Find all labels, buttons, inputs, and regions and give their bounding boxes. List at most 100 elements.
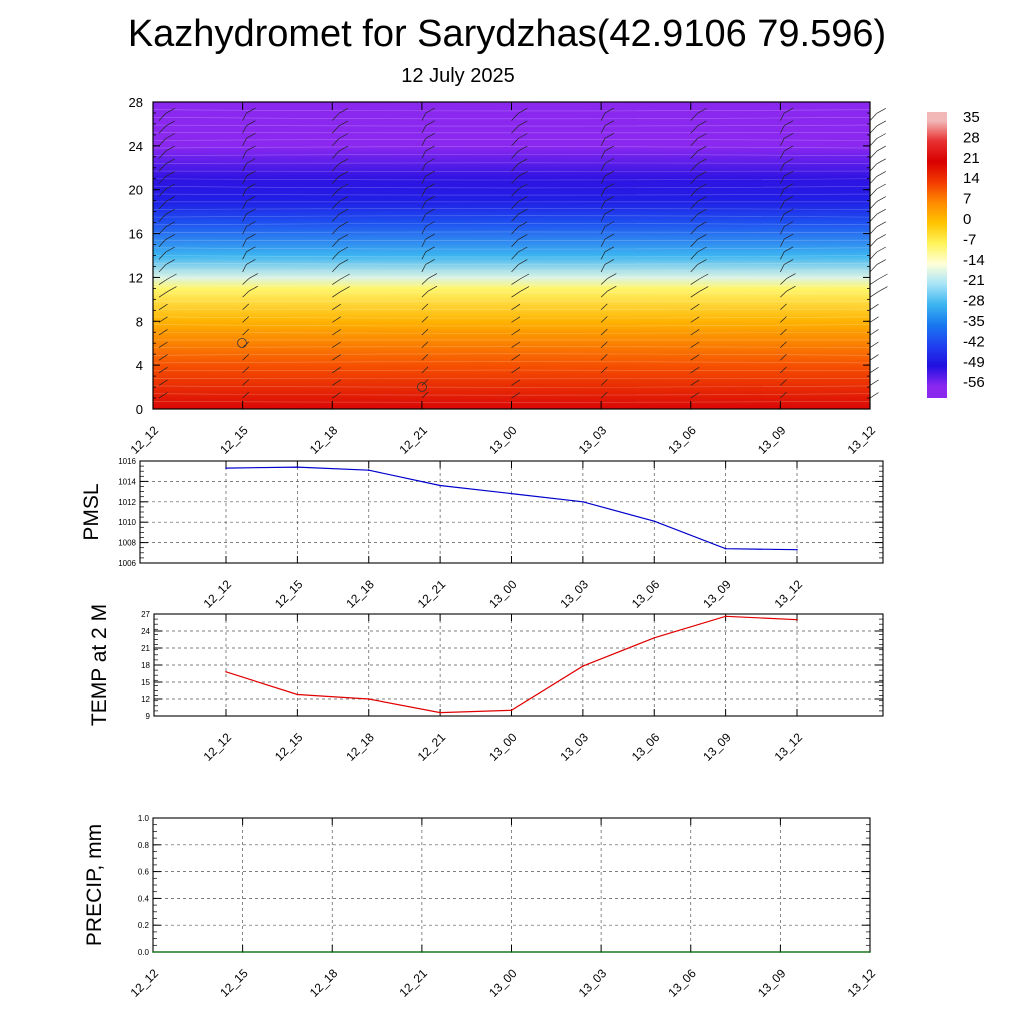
wind-barb <box>690 113 698 121</box>
wind-barb <box>780 366 787 374</box>
wind-barb-flag <box>697 183 707 190</box>
wind-barb-flag <box>518 234 528 240</box>
wind-barb-flag <box>425 145 435 152</box>
wind-barb-flag <box>876 120 886 127</box>
wind-barb <box>690 303 700 311</box>
x-tick-label: 13_00 <box>486 966 520 1000</box>
wind-barb <box>869 278 879 285</box>
wind-barb <box>242 316 250 323</box>
series-point <box>296 466 299 468</box>
series-point <box>869 951 871 953</box>
wind-barb <box>600 188 606 197</box>
heatmap-y-tick-label: 12 <box>129 270 143 285</box>
contour-line <box>152 193 871 196</box>
wind-barb <box>331 138 340 147</box>
wind-barb-flag <box>425 120 435 127</box>
heatmap-x-tick-label: 13_12 <box>845 423 879 457</box>
wind-barb <box>869 379 879 386</box>
wind-barb <box>511 201 519 210</box>
wind-barb <box>600 290 608 298</box>
wind-barb <box>600 278 608 285</box>
wind-barb <box>158 367 168 374</box>
chart-subtitle: 12 July 2025 <box>401 65 515 87</box>
wind-barb-flag <box>876 259 886 265</box>
contour-line <box>152 346 871 348</box>
contour-line <box>152 300 871 302</box>
wind-barb-flag <box>784 120 794 127</box>
contour-line <box>152 255 871 258</box>
wind-barb-flag <box>604 120 615 127</box>
wind-barbs <box>158 107 888 399</box>
wind-barb <box>242 341 250 348</box>
wind-barb <box>242 138 247 147</box>
wind-barb <box>511 150 519 159</box>
heatmap-x-tick-label: 12_12 <box>128 423 162 457</box>
series-point <box>690 951 692 953</box>
series-point <box>439 484 441 487</box>
wind-barb <box>242 188 247 197</box>
wind-barb <box>158 113 167 121</box>
wind-barb-flag <box>518 259 528 265</box>
wind-barb-flag <box>784 145 794 152</box>
x-tick-label: 12_18 <box>343 577 377 611</box>
wind-barb <box>421 175 427 184</box>
heatmap-y-tick-label: 20 <box>129 183 143 198</box>
heatmap-y-tick-label: 16 <box>129 227 143 242</box>
wind-barb-flag <box>340 273 350 280</box>
contour-line <box>152 331 871 334</box>
colorbar-label: 35 <box>963 109 980 126</box>
wind-barb <box>511 226 519 235</box>
wind-barb <box>690 392 700 399</box>
wind-barb <box>780 303 787 311</box>
contour-line <box>152 292 871 295</box>
wind-barb-flag <box>246 107 256 114</box>
wind-barb-flag <box>248 273 258 279</box>
wind-barb <box>600 213 606 222</box>
wind-barb <box>511 264 519 273</box>
wind-barb-flag <box>784 158 794 164</box>
wind-barb <box>242 290 250 298</box>
wind-barb-flag <box>697 246 707 253</box>
wind-barb <box>511 291 521 298</box>
wind-barb <box>421 150 427 159</box>
wind-barb <box>869 113 878 121</box>
series-point <box>724 547 727 550</box>
wind-barb <box>600 112 606 121</box>
wind-barb <box>869 213 878 222</box>
wind-barb-flag <box>338 208 349 215</box>
heatmap-x-tick-label: 12_18 <box>307 423 341 457</box>
wind-barb <box>600 379 608 386</box>
wind-barb-flag <box>518 171 528 177</box>
wind-barb <box>158 379 168 386</box>
wind-barb <box>242 125 247 134</box>
wind-barb-flag <box>876 221 886 228</box>
contour-line <box>152 109 871 112</box>
x-tick-label: 13_03 <box>557 730 591 764</box>
wind-barb <box>869 367 879 374</box>
series-point <box>421 951 423 953</box>
wind-barb <box>600 251 606 260</box>
y-axis-label: PMSL <box>80 483 103 540</box>
series-point <box>724 615 727 618</box>
heatmap-x-tick-label: 13_06 <box>665 423 699 457</box>
colorbar-label: -21 <box>963 272 985 289</box>
x-tick-label: 13_00 <box>486 577 520 611</box>
wind-barb <box>780 175 785 184</box>
wind-barb <box>421 341 429 348</box>
wind-barb <box>869 163 878 172</box>
wind-barb <box>158 239 167 247</box>
wind-barb-flag <box>784 170 794 177</box>
x-tick-label: 13_12 <box>772 577 806 611</box>
wind-barb <box>690 176 698 184</box>
wind-barb-flag <box>876 171 886 177</box>
y-tick-label: 27 <box>141 610 150 619</box>
y-tick-label: 0.6 <box>138 868 150 877</box>
wind-barb <box>780 163 785 172</box>
wind-barb <box>421 112 427 121</box>
x-tick-label: 13_12 <box>772 730 806 764</box>
wind-barb-flag <box>876 196 886 202</box>
contour-line <box>152 178 871 181</box>
series-point <box>510 709 513 712</box>
series-point <box>600 951 602 953</box>
wind-barb <box>331 226 340 235</box>
